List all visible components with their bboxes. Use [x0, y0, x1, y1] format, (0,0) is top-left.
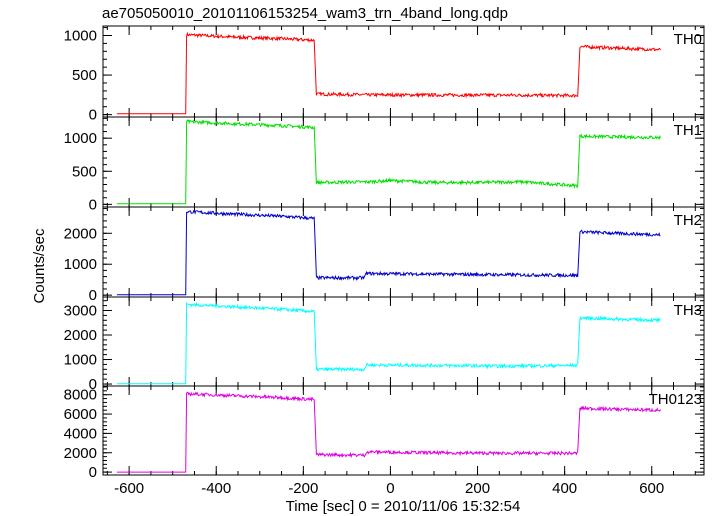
- x-axis-label: Time [sec] 0 = 2010/11/06 15:32:54: [286, 498, 521, 515]
- series-line-th0123: [116, 391, 661, 473]
- y-tick-label: 2000: [64, 225, 97, 242]
- y-tick-label: 1000: [64, 130, 97, 147]
- y-tick-label: 0: [89, 287, 97, 304]
- panel-frame: [102, 25, 705, 118]
- y-tick-label: 2000: [64, 327, 97, 344]
- panel-label: TH3: [674, 302, 702, 319]
- series-line-th0: [116, 31, 661, 115]
- panel-th0: 0 500 1000 TH0: [64, 25, 705, 124]
- panel-label: TH0: [674, 31, 702, 48]
- series-line-th3: [116, 301, 661, 385]
- y-tick-label: 500: [72, 163, 97, 180]
- x-tick-label: 0: [386, 480, 394, 497]
- y-tick-label: 0: [89, 464, 97, 481]
- panel-frame: [102, 206, 705, 298]
- panel-frame: [102, 296, 705, 387]
- y-tick-label: 8000: [64, 387, 97, 404]
- y-tick-label: 6000: [64, 406, 97, 423]
- series-line-th2: [116, 209, 661, 296]
- panel-label: TH2: [674, 212, 702, 229]
- series-line-th1: [116, 119, 661, 205]
- y-tick-label: 2000: [64, 445, 97, 462]
- y-tick-label: 1000: [64, 27, 97, 44]
- y-tick-label: 0: [89, 107, 97, 124]
- y-tick-label: 1000: [64, 256, 97, 273]
- x-tick-label: -200: [288, 480, 318, 497]
- y-tick-label: 1000: [64, 352, 97, 369]
- y-tick-label: 0: [89, 376, 97, 393]
- panel-frame: [102, 116, 705, 208]
- panel-th0123: 0 2000 4000 6000 8000 TH0123: [64, 385, 705, 481]
- chart-title: ae705050010_20101106153254_wam3_trn_4ban…: [102, 5, 508, 22]
- panel-frame: [102, 385, 705, 476]
- panel-th1: 0 500 1000 TH1: [64, 116, 705, 213]
- x-tick-label: 400: [552, 480, 577, 497]
- y-tick-label: 3000: [64, 302, 97, 319]
- y-tick-label: 4000: [64, 425, 97, 442]
- x-tick-label: 200: [465, 480, 490, 497]
- y-tick-label: 0: [89, 196, 97, 213]
- x-tick-label: -600: [114, 480, 144, 497]
- panel-th3: 0 1000 2000 3000 TH3: [64, 296, 705, 393]
- y-tick-label: 500: [72, 67, 97, 84]
- panel-th2: 0 1000 2000 TH2: [64, 206, 705, 304]
- panel-label: TH1: [674, 122, 702, 139]
- x-tick-label: -400: [201, 480, 231, 497]
- panel-label: TH0123: [649, 391, 702, 408]
- y-axis-label: Counts/sec: [31, 228, 48, 304]
- x-tick-label: 600: [639, 480, 664, 497]
